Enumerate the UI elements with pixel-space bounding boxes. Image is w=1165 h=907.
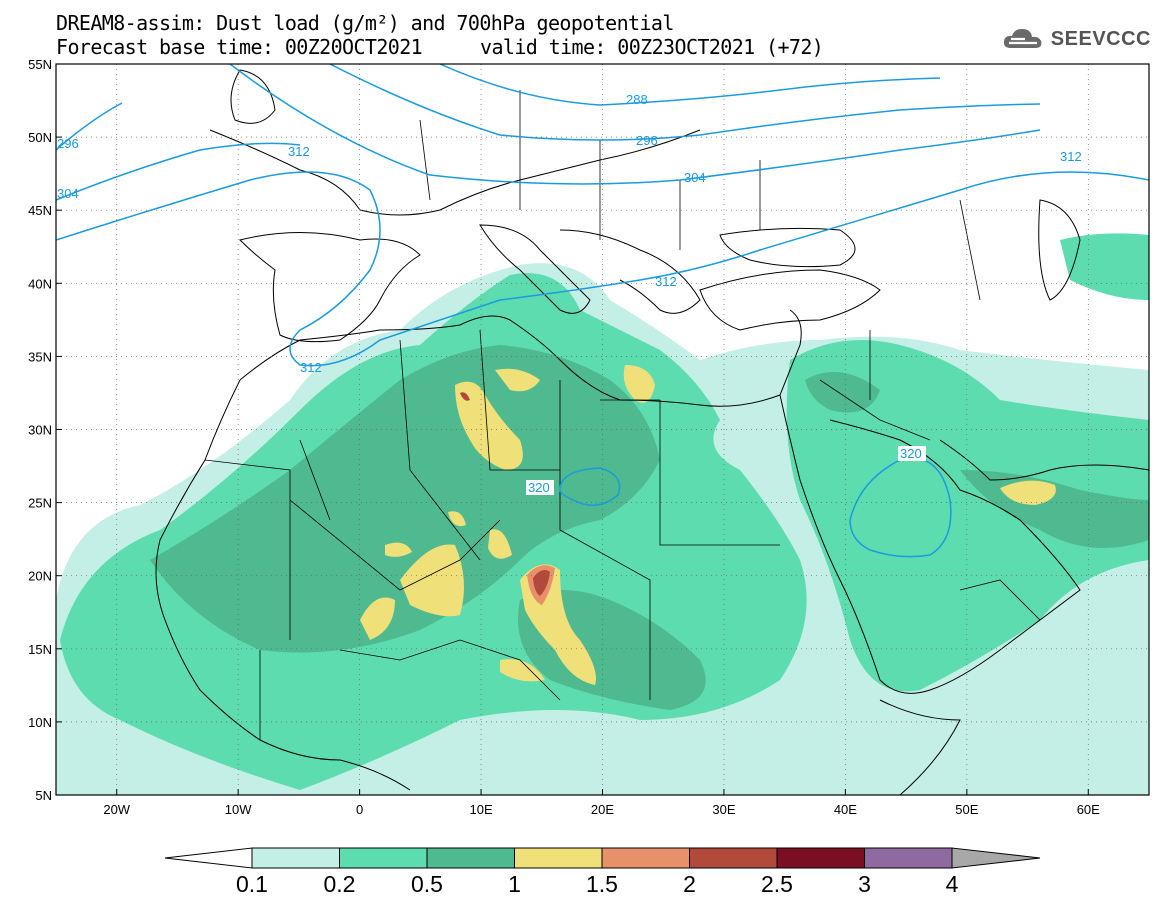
dust-level-2-b	[460, 392, 470, 401]
contour-288	[439, 64, 941, 106]
lat-tick-label: 5N	[35, 788, 52, 803]
contour-296-west	[56, 102, 123, 151]
lat-tick-label: 30N	[28, 423, 52, 438]
geopotential-contours	[56, 64, 1149, 558]
dust-level-1-d	[400, 544, 464, 617]
lat-tick-label: 35N	[28, 349, 52, 364]
colorbar-under-arrow	[164, 847, 253, 869]
colorbar-label: 2	[683, 871, 696, 897]
caspian-coast	[1038, 199, 1081, 301]
north-africa-coast	[239, 309, 802, 407]
lon-tick-label: 20W	[103, 802, 130, 817]
contour-label: 296	[57, 136, 79, 151]
logo-text: SEEVCCC	[1050, 27, 1151, 50]
colorbar-swatch	[339, 847, 428, 869]
contour-label: 312	[1060, 149, 1082, 164]
contour-label: 304	[684, 170, 706, 185]
contour-label: 312	[300, 360, 322, 375]
lon-tick-label: 60E	[1077, 802, 1100, 817]
coastlines	[155, 69, 1149, 795]
contour-label: 296	[636, 133, 658, 148]
colorbar-label: 0.2	[324, 871, 356, 897]
colorbar-label: 0.1	[236, 871, 268, 897]
balkans-coast	[559, 229, 701, 314]
colorbar-label: 3	[858, 871, 871, 897]
colorbar: 0.1 0.2 0.5 1 1.5 2 2.5 3 4	[164, 847, 1041, 897]
lat-tick-label: 55N	[28, 57, 52, 72]
colorbar-swatch	[776, 847, 865, 869]
arabia-coast	[829, 419, 1081, 691]
colorbar-swatch	[864, 847, 953, 869]
colorbar-swatch	[514, 847, 603, 869]
seevccc-logo: SEEVCCC	[1001, 26, 1151, 52]
lat-tick-label: 15N	[28, 642, 52, 657]
longitude-axis: 20W 10W 0 10E 20E 30E 40E 50E 60E	[103, 789, 1100, 817]
contour-label: 320	[528, 480, 550, 495]
britain-coast	[230, 69, 276, 124]
contour-304	[229, 64, 1041, 185]
colorbar-swatch	[426, 847, 515, 869]
contour-label: 304	[57, 186, 79, 201]
dust-level-1	[455, 381, 523, 470]
dust-level-1-c	[623, 365, 655, 403]
contour-labels: 296 304 312 288 296 304 312 312 312 320 …	[57, 92, 1082, 495]
dust-level-1-j	[385, 542, 412, 557]
turkey-coast	[699, 269, 881, 331]
contour-label: 312	[655, 274, 677, 289]
contour-label: 320	[900, 446, 922, 461]
colorbar-swatch	[601, 847, 690, 869]
lat-tick-label: 45N	[28, 203, 52, 218]
dust-level-0.2-arabia	[786, 340, 1149, 692]
colorbar-label: 1.5	[586, 871, 618, 897]
dust-level-1-e	[360, 597, 395, 640]
colorbar-label: 4	[946, 871, 959, 897]
lat-tick-label: 50N	[28, 130, 52, 145]
dust-level-1-h	[500, 659, 545, 682]
italy-coast	[479, 224, 591, 314]
lat-tick-label: 20N	[28, 569, 52, 584]
colorbar-label: 0.5	[411, 871, 443, 897]
lat-tick-label: 40N	[28, 276, 52, 291]
contour-320-sahara	[559, 467, 621, 506]
lat-tick-label: 25N	[28, 496, 52, 511]
contour-label: 288	[626, 92, 648, 107]
lon-tick-label: 30E	[712, 802, 735, 817]
horn-africa-coast	[879, 699, 961, 795]
dust-level-1-k	[448, 511, 466, 527]
lon-tick-label: 50E	[955, 802, 978, 817]
persian-gulf-coast	[939, 439, 1149, 481]
dust-level-1-b	[495, 368, 540, 392]
dust-level-1-g	[488, 529, 512, 559]
map-title: DREAM8-assim: Dust load (g/m²) and 700hP…	[56, 11, 674, 35]
contour-label: 312	[288, 144, 310, 159]
lon-tick-label: 0	[356, 802, 363, 817]
dust-level-1-i	[1000, 480, 1056, 505]
contour-296	[329, 64, 1041, 141]
valid-time: valid time: 00Z23OCT2021 (+72)	[480, 35, 824, 59]
lon-tick-label: 10W	[225, 802, 252, 817]
dust-level-0.5	[150, 345, 660, 653]
colorbar-over-arrow	[951, 847, 1041, 869]
forecast-base-time: Forecast base time: 00Z20OCT2021	[56, 35, 423, 59]
latitude-axis: 55N 50N 45N 40N 35N 30N 25N 20N 15N 10N 5N	[28, 57, 62, 803]
lon-tick-label: 10E	[469, 802, 492, 817]
colorbar-label: 1	[508, 871, 521, 897]
red-sea-coast	[779, 394, 931, 694]
west-africa-coast	[155, 379, 411, 791]
contour-312-west	[56, 171, 1149, 367]
graticule	[56, 63, 1149, 796]
colorbar-swatch	[689, 847, 778, 869]
colorbar-label: 2.5	[761, 871, 793, 897]
country-borders	[204, 90, 1041, 740]
cloud-icon	[1003, 29, 1042, 48]
contour-320-arabia	[849, 457, 952, 558]
lon-tick-label: 40E	[834, 802, 857, 817]
lat-tick-label: 10N	[28, 715, 52, 730]
colorbar-swatch	[251, 847, 340, 869]
contour-304-west	[56, 142, 301, 201]
iberia-coast	[239, 232, 421, 343]
lon-tick-label: 20E	[591, 802, 614, 817]
dust-level-2	[533, 570, 550, 596]
